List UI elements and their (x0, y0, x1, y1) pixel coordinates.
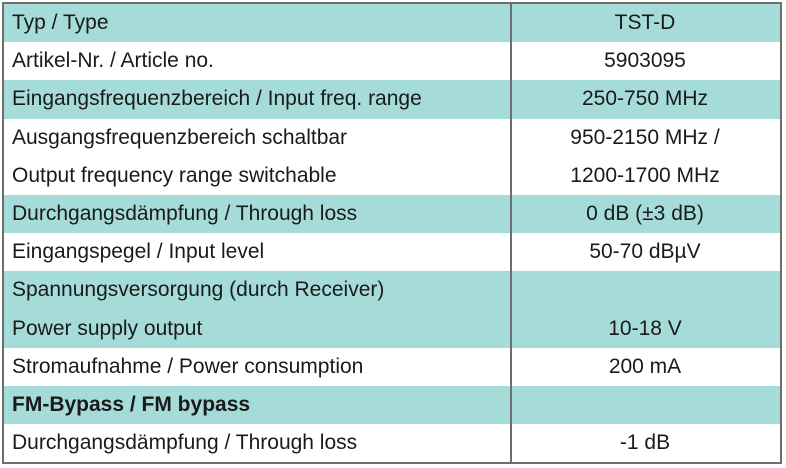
row-value: -1 dB (619, 431, 671, 455)
header-value: TST-D (614, 11, 676, 35)
table-row: Durchgangsdämpfung / Through loss 0 dB (… (4, 194, 780, 234)
row-label: Artikel-Nr. / Article no. (12, 49, 214, 73)
header-label: Typ / Type (12, 11, 109, 35)
table-row: Eingangsfrequenzbereich / Input freq. ra… (4, 80, 780, 119)
section-label: FM-Bypass / FM bypass (12, 392, 251, 416)
row-value: 250-750 MHz (581, 87, 709, 111)
row-label: Output frequency range switchable (12, 163, 337, 187)
row-label: Power supply output (12, 316, 203, 340)
row-value: 1200-1700 MHz (570, 163, 720, 187)
row-label: Spannungsversorgung (durch Receiver) (12, 278, 385, 302)
table-row: Stromaufnahme / Power consumption 200 mA (4, 348, 780, 386)
row-value: 5903095 (604, 49, 686, 73)
row-label: Stromaufnahme / Power consumption (12, 354, 364, 378)
column-divider (510, 2, 512, 464)
row-value: 950-2150 MHz / (570, 125, 720, 149)
table-row: Eingangspegel / Input level 50-70 dBµV (4, 233, 780, 271)
table-row: Spannungsversorgung (durch Receiver) (4, 271, 780, 310)
table-section-row: FM-Bypass / FM bypass (4, 385, 780, 425)
row-label: Durchgangsdämpfung / Through loss (12, 202, 358, 226)
table-row: Durchgangsdämpfung / Through loss -1 dB (4, 424, 780, 462)
table-frame (2, 2, 782, 464)
row-value: 50-70 dBµV (589, 240, 701, 264)
section-value (510, 386, 780, 424)
row-label: Eingangsfrequenzbereich / Input freq. ra… (12, 87, 422, 111)
table-row: Artikel-Nr. / Article no. 5903095 (4, 42, 780, 80)
row-value: 0 dB (±3 dB) (586, 202, 704, 226)
table-row: Power supply output 10-18 V (4, 309, 780, 348)
row-label: Ausgangsfrequenzbereich schaltbar (12, 125, 348, 149)
row-value: 10-18 V (608, 316, 682, 340)
table-row: Ausgangsfrequenzbereich schaltbar 950-21… (4, 119, 780, 157)
table-row: Output frequency range switchable 1200-1… (4, 157, 780, 195)
row-label: Durchgangsdämpfung / Through loss (12, 431, 358, 455)
row-label: Eingangspegel / Input level (12, 240, 265, 264)
row-value: 200 mA (608, 354, 682, 378)
row-value (510, 271, 780, 309)
table-header-row: Typ / Type TST-D (4, 4, 780, 43)
spec-table: Typ / Type TST-D Artikel-Nr. / Article n… (4, 4, 780, 462)
